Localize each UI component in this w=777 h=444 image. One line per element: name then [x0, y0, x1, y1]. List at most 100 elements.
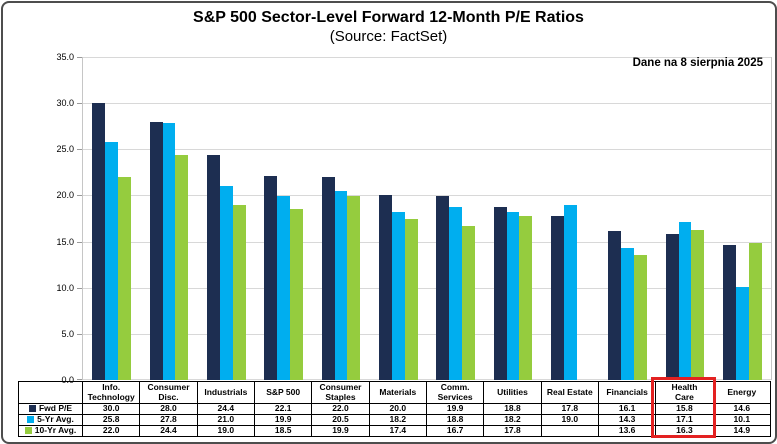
value-cell: 14.3 [597, 414, 657, 426]
category-header-cell: Consumer Disc. [139, 381, 198, 404]
y-axis-label: 10.0 [56, 283, 74, 293]
category-header-cell: Energy [712, 381, 771, 404]
value-cell: 20.0 [368, 403, 427, 415]
value-cell: 24.4 [196, 403, 255, 415]
bar-fwd-p-e [665, 234, 679, 380]
value-cell: 19.0 [540, 414, 599, 426]
y-axis-tick [77, 242, 82, 243]
value-cell: 22.1 [253, 403, 313, 415]
y-axis-label: 20.0 [56, 190, 74, 200]
bar-5-yr-avg [162, 123, 176, 380]
bar-fwd-p-e [551, 215, 564, 380]
bar-10-yr-avg [634, 254, 647, 380]
bar-fwd-p-e [436, 196, 450, 380]
bar-5-yr-avg [449, 206, 463, 380]
value-cell: 14.9 [712, 425, 771, 437]
category-header-cell: Financials [597, 381, 657, 404]
value-cell: 19.9 [425, 403, 485, 415]
value-cell: 17.8 [483, 425, 542, 437]
bar-10-yr-avg [175, 154, 189, 380]
y-axis-tick [77, 195, 82, 196]
legend-item: Fwd P/E [18, 403, 83, 415]
bar-10-yr-avg [691, 229, 705, 380]
y-axis-label: 30.0 [56, 98, 74, 108]
bar-5-yr-avg [105, 141, 119, 380]
gridline [83, 379, 771, 380]
legend-item: 5-Yr Avg. [18, 414, 83, 426]
value-cell: 18.8 [483, 403, 542, 415]
y-axis-label: 5.0 [61, 329, 74, 339]
value-cell: 14.6 [712, 403, 771, 415]
bar-5-yr-avg [506, 212, 520, 380]
value-cell: 24.4 [139, 425, 198, 437]
gridline [83, 288, 771, 289]
value-cell: 21.0 [196, 414, 255, 426]
bar-5-yr-avg [391, 212, 405, 380]
gridline [83, 334, 771, 335]
value-cell: 18.2 [368, 414, 427, 426]
value-cell: 18.2 [483, 414, 542, 426]
value-cell: 25.8 [81, 414, 141, 426]
category-header-cell: Info. Technology [81, 381, 141, 404]
value-cell: 16.7 [425, 425, 485, 437]
bar-fwd-p-e [92, 103, 106, 380]
gridline [83, 195, 771, 196]
table-header-row: Info. Technology Consumer Disc. Industrial… [18, 381, 771, 404]
chart-subtitle: (Source: FactSet) [329, 28, 448, 45]
legend-swatch-icon [24, 427, 32, 435]
category-header-cell: Industrials [196, 381, 255, 404]
bar-5-yr-avg [621, 248, 635, 380]
date-annotation: Dane na 8 sierpnia 2025 [632, 57, 763, 69]
bar-10-yr-avg [748, 242, 762, 380]
y-axis-tick [77, 334, 82, 335]
value-cell: 27.8 [139, 414, 198, 426]
value-cell: 20.5 [311, 414, 370, 426]
bar-10-yr-avg [404, 219, 418, 380]
y-axis-label: 35.0 [56, 52, 74, 62]
value-cell: 18.8 [425, 414, 485, 426]
value-cell [540, 425, 599, 437]
value-cell: 19.9 [311, 425, 370, 437]
bar-10-yr-avg [118, 176, 131, 380]
category-header-cell: Health Care [655, 381, 714, 404]
gridline [83, 149, 771, 150]
value-cell: 15.8 [655, 403, 714, 415]
value-cell: 30.0 [81, 403, 141, 415]
category-header-cell: S&P 500 [253, 381, 313, 404]
y-axis-label: 0.0 [61, 375, 74, 385]
legend-item: 10-Yr Avg. [18, 425, 83, 437]
bar-fwd-p-e [723, 245, 736, 380]
bar-10-yr-avg [290, 209, 303, 380]
value-cell: 18.5 [253, 425, 313, 437]
table-row: 5-Yr Avg. 25.8 27.8 21.0 19.9 20.5 18.2 18.8 18.… [18, 414, 771, 426]
category-header-cell: Utilities [483, 381, 542, 404]
category-header-cell: Real Estate [540, 381, 599, 404]
bar-5-yr-avg [219, 186, 233, 380]
table-row: 10-Yr Avg. 22.0 24.4 19.0 18.5 19.9 17.4 16.7 17… [18, 425, 771, 437]
bar-5-yr-avg [735, 286, 749, 380]
bar-10-yr-avg [462, 225, 475, 380]
value-cell: 17.8 [540, 403, 599, 415]
y-axis-label: 25.0 [56, 144, 74, 154]
value-cell: 28.0 [139, 403, 198, 415]
category-header-cell: Materials [368, 381, 427, 404]
value-cell: 10.1 [712, 414, 771, 426]
bar-5-yr-avg [563, 204, 577, 380]
value-cell: 22.0 [81, 425, 141, 437]
bar-5-yr-avg [277, 196, 291, 380]
table-corner-cell [18, 381, 83, 404]
legend-swatch-icon [28, 405, 36, 413]
bar-10-yr-avg [232, 204, 246, 380]
value-cell: 17.4 [368, 425, 427, 437]
value-cell: 17.1 [655, 414, 714, 426]
y-axis-label: 15.0 [56, 237, 74, 247]
y-axis: 0.0 5.0 10.0 15.0 20.0 25.0 30.0 35.0 [0, 52, 82, 385]
category-header-cell: Comm. Services [425, 381, 485, 404]
gridline [83, 57, 771, 58]
bar-fwd-p-e [264, 176, 278, 380]
gridline [83, 242, 771, 243]
y-axis-tick [77, 103, 82, 104]
value-cell: 16.3 [655, 425, 714, 437]
value-cell: 22.0 [311, 403, 370, 415]
